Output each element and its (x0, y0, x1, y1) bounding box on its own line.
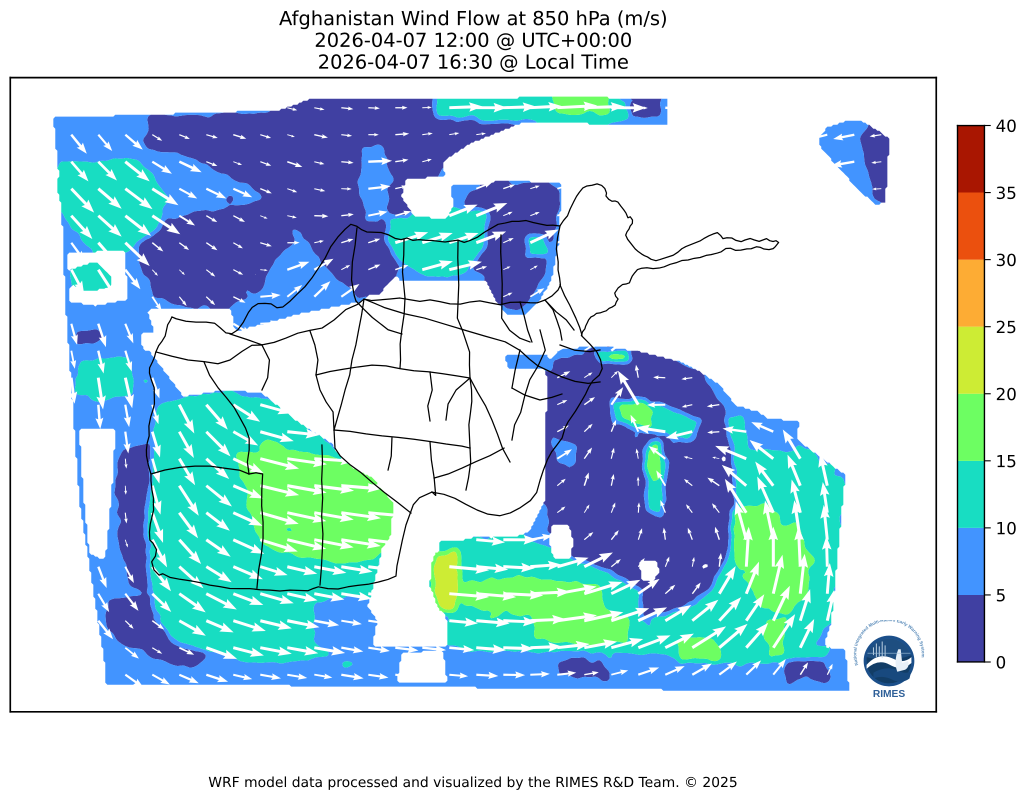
svg-text:RIMES: RIMES (873, 689, 906, 700)
